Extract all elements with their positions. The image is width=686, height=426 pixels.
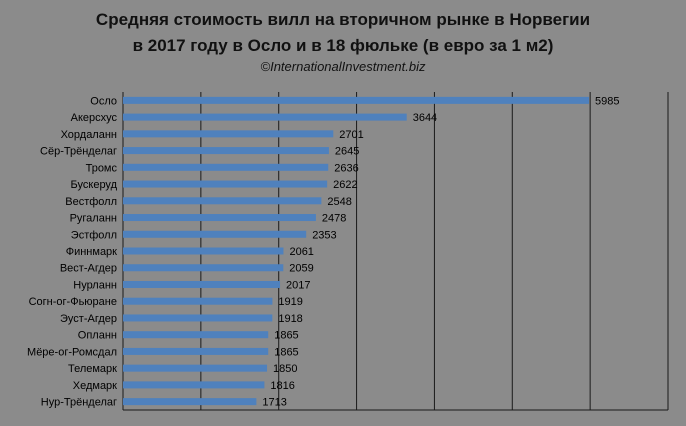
value-label: 1919 — [278, 296, 302, 308]
category-label: Финнмарк — [66, 246, 117, 258]
category-label: Хедмарк — [73, 380, 117, 392]
category-label: Хордаланн — [61, 129, 117, 141]
value-label: 2645 — [335, 146, 359, 158]
value-label: 5985 — [595, 95, 619, 107]
bar — [123, 347, 269, 355]
category-label: Мёре-ог-Ромсдал — [27, 346, 117, 358]
category-label: Осло — [90, 95, 117, 107]
value-label: 2701 — [339, 129, 363, 141]
chart-title-line-1: Средняя стоимость вилл на вторичном рынк… — [95, 10, 591, 29]
bar — [123, 214, 316, 222]
category-label: Ругаланн — [70, 213, 117, 225]
value-label: 1865 — [274, 346, 298, 358]
value-label: 2061 — [289, 246, 313, 258]
category-label: Телемарк — [68, 363, 117, 375]
value-label: 1713 — [262, 397, 286, 409]
bar — [123, 331, 269, 339]
bar — [123, 280, 281, 288]
category-label: Вестфолл — [65, 196, 117, 208]
bar — [123, 147, 329, 155]
category-label: Опланн — [78, 330, 117, 342]
category-label: Нурланн — [73, 279, 117, 291]
category-label: Нур-Трёнделаг — [41, 397, 117, 409]
bar — [123, 364, 268, 372]
bar — [123, 96, 589, 104]
category-label: Вест-Агдер — [60, 263, 117, 275]
bar — [123, 314, 273, 322]
category-label: Акерсхус — [71, 112, 118, 124]
value-label: 2353 — [312, 229, 336, 241]
value-label: 2059 — [289, 263, 313, 275]
category-label: Согн-ог-Фьюране — [29, 296, 117, 308]
value-label: 2622 — [333, 179, 357, 191]
value-label: 1816 — [270, 380, 294, 392]
value-label: 2478 — [322, 213, 346, 225]
bar — [123, 130, 334, 138]
chart-title-line-2: в 2017 году в Осло и в 18 фюльке (в евро… — [132, 36, 554, 55]
bar — [123, 264, 284, 272]
bar — [123, 381, 265, 389]
value-label: 2636 — [334, 162, 358, 174]
value-label: 2017 — [286, 279, 310, 291]
category-label: Бускеруд — [71, 179, 118, 191]
bar — [123, 230, 307, 238]
value-label: 1850 — [273, 363, 297, 375]
bar — [123, 247, 284, 255]
bar — [123, 180, 328, 188]
value-label: 1918 — [278, 313, 302, 325]
value-label: 3644 — [413, 112, 437, 124]
bar — [123, 297, 273, 305]
chart-subtitle: ©InternationalInvestment.biz — [260, 59, 426, 74]
bar — [123, 163, 329, 171]
value-label: 1865 — [274, 330, 298, 342]
bar — [123, 197, 322, 205]
category-label: Тромс — [86, 162, 118, 174]
bar — [123, 398, 257, 406]
bar — [123, 113, 407, 121]
category-label: Эуст-Агдер — [60, 313, 117, 325]
category-label: Сёр-Трёнделаг — [40, 146, 117, 158]
value-label: 2548 — [327, 196, 351, 208]
category-label: Эстфолл — [71, 229, 117, 241]
